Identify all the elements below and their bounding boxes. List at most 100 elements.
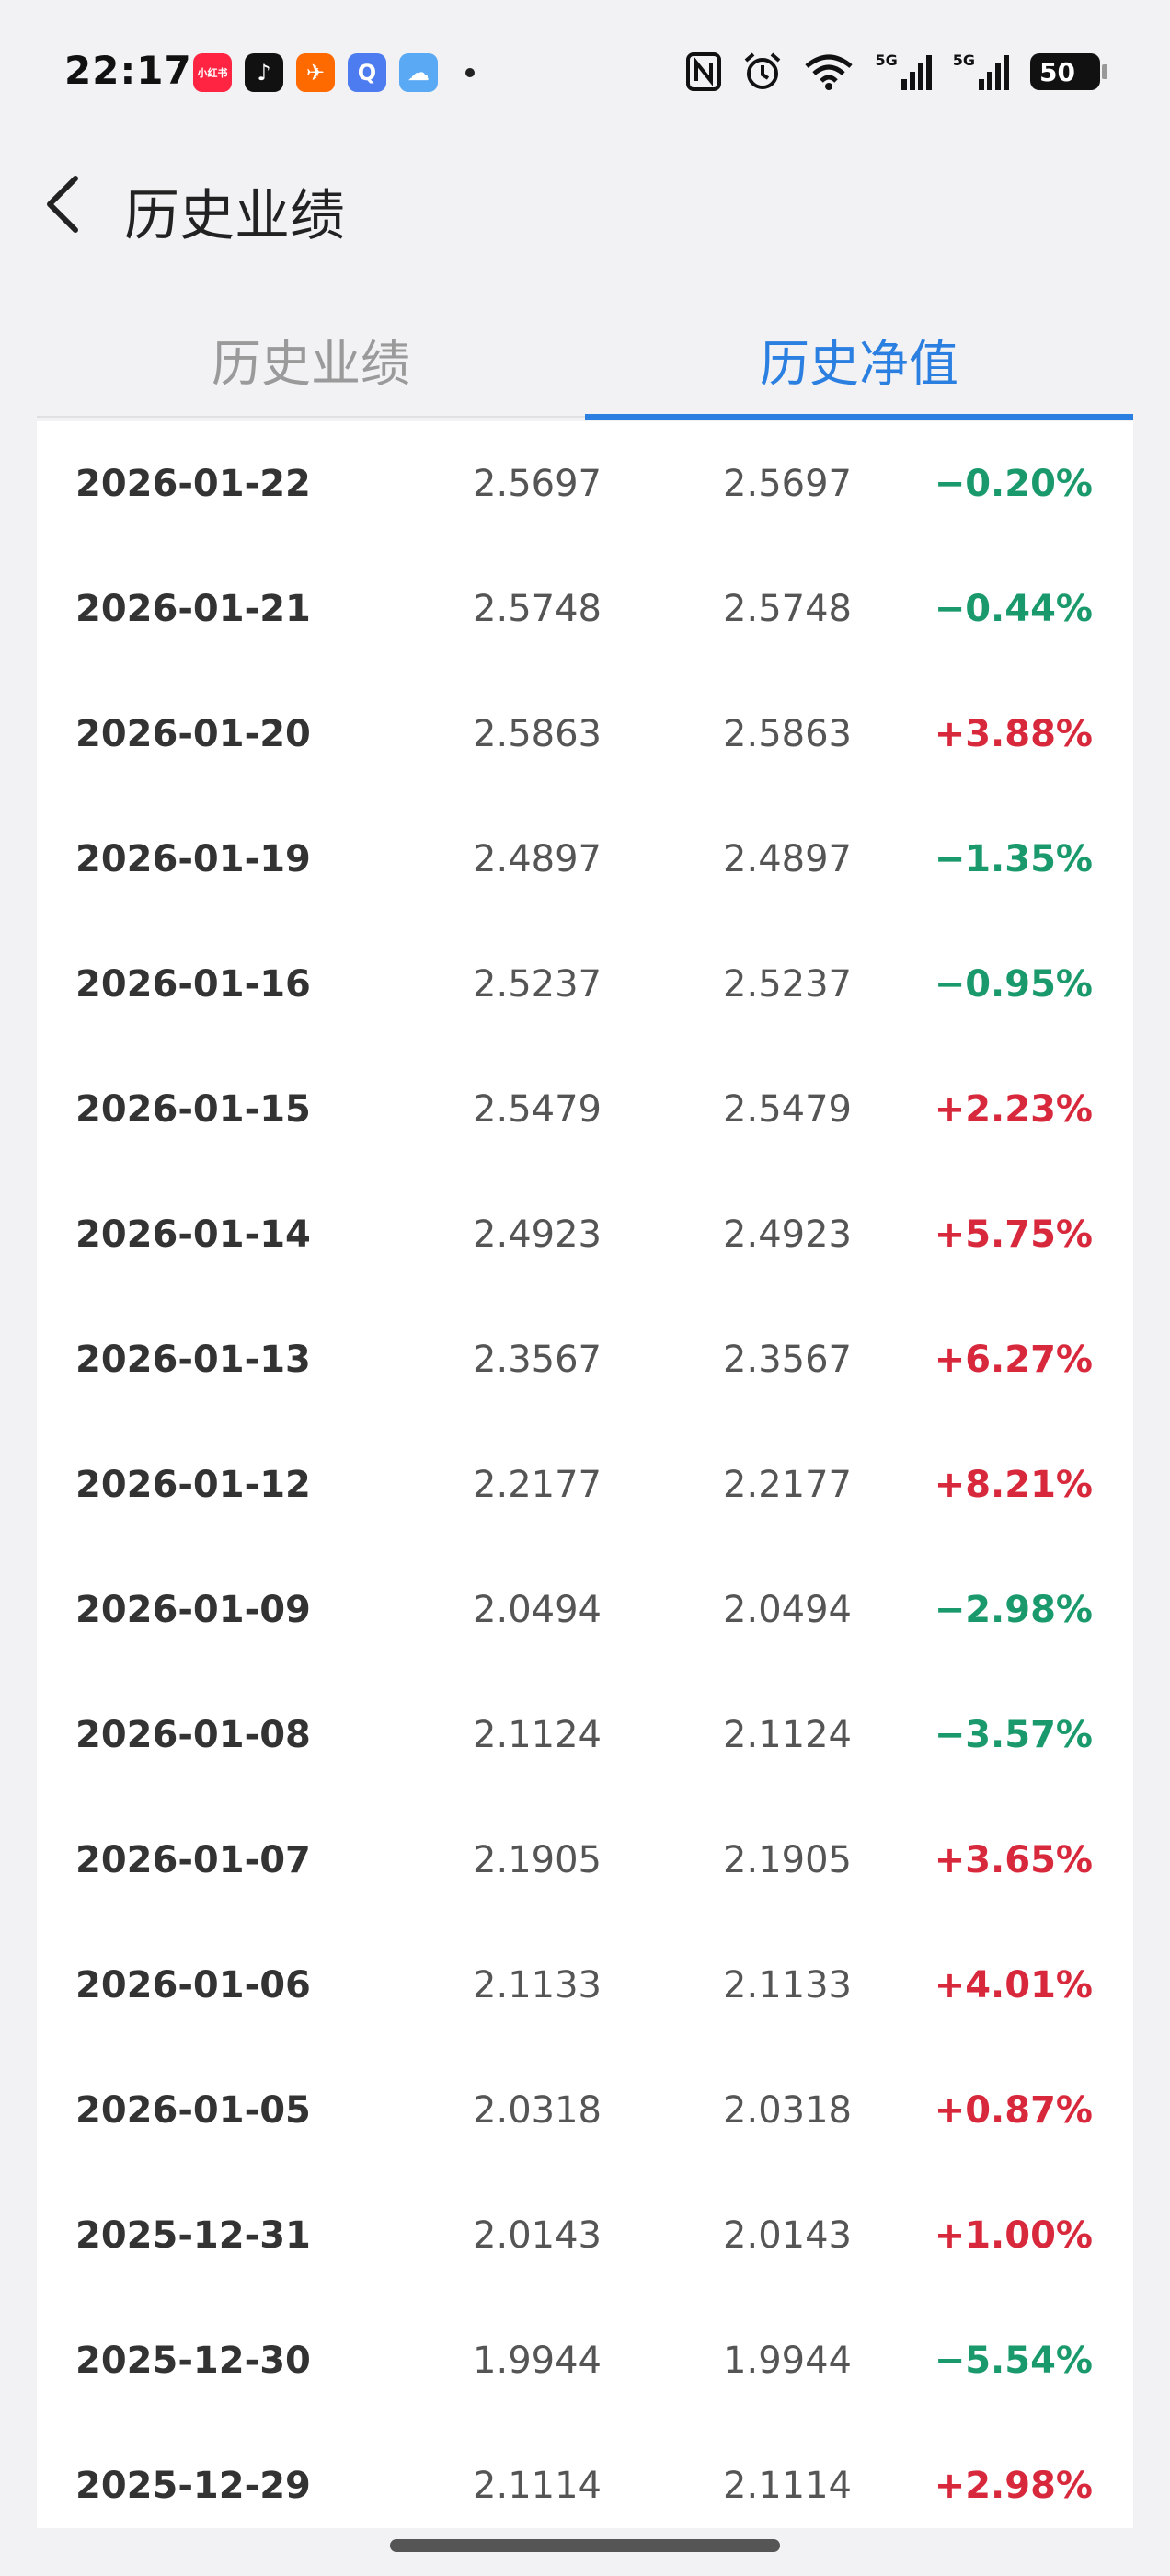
row-date: 2026-01-22: [75, 463, 311, 505]
signal-5g-icon-2: 5G: [953, 52, 1010, 92]
table-row[interactable]: 2026-01-05 2.0318 2.0318 +0.87%: [37, 2048, 1133, 2173]
row-daily-change: +6.27%: [934, 1339, 1093, 1381]
row-date: 2026-01-06: [75, 1964, 311, 2007]
row-daily-change: −3.57%: [934, 1714, 1093, 1756]
row-date: 2026-01-15: [75, 1088, 311, 1131]
row-accumulated-nav: 2.2177: [723, 1464, 852, 1506]
row-unit-nav: 1.9944: [473, 2340, 602, 2382]
row-accumulated-nav: 2.5748: [723, 588, 852, 630]
row-unit-nav: 2.2177: [473, 1464, 602, 1506]
nfc-icon: [685, 52, 722, 92]
table-row[interactable]: 2026-01-06 2.1133 2.1133 +4.01%: [37, 1923, 1133, 2048]
row-date: 2025-12-29: [75, 2465, 311, 2507]
row-unit-nav: 2.1133: [473, 1964, 602, 2007]
row-date: 2026-01-14: [75, 1213, 311, 1256]
status-time: 22:17: [64, 48, 192, 93]
row-date: 2026-01-05: [75, 2089, 311, 2132]
table-row[interactable]: 2026-01-22 2.5697 2.5697 −0.20%: [37, 421, 1133, 546]
row-unit-nav: 2.0143: [473, 2214, 602, 2257]
row-daily-change: −5.54%: [934, 2340, 1093, 2382]
row-accumulated-nav: 2.3567: [723, 1339, 852, 1381]
table-row[interactable]: 2026-01-14 2.4923 2.4923 +5.75%: [37, 1172, 1133, 1297]
signal-5g-icon-1: 5G: [875, 52, 932, 92]
row-accumulated-nav: 2.0143: [723, 2214, 852, 2257]
tab-history-performance[interactable]: 历史业绩: [212, 334, 410, 393]
row-daily-change: +4.01%: [934, 1964, 1093, 2007]
row-daily-change: −0.44%: [934, 588, 1093, 630]
row-unit-nav: 2.0494: [473, 1589, 602, 1631]
table-row[interactable]: 2026-01-12 2.2177 2.2177 +8.21%: [37, 1422, 1133, 1547]
status-bar: 22:17 小红书 ♪ ✈ Q ☁ 5G 5G 50: [0, 0, 1170, 156]
table-row[interactable]: 2026-01-08 2.1124 2.1124 −3.57%: [37, 1673, 1133, 1798]
table-row[interactable]: 2026-01-21 2.5748 2.5748 −0.44%: [37, 546, 1133, 672]
row-daily-change: +2.98%: [934, 2465, 1093, 2507]
nav-history-list[interactable]: 2026-01-22 2.5697 2.5697 −0.20% 2026-01-21 2.…: [37, 421, 1133, 2528]
battery-icon: 50: [1030, 53, 1107, 90]
row-date: 2026-01-12: [75, 1464, 311, 1506]
weather-icon: ☁: [399, 53, 438, 92]
table-row[interactable]: 2026-01-20 2.5863 2.5863 +3.88%: [37, 672, 1133, 797]
table-row[interactable]: 2026-01-19 2.4897 2.4897 −1.35%: [37, 797, 1133, 922]
table-row[interactable]: 2026-01-07 2.1905 2.1905 +3.65%: [37, 1798, 1133, 1923]
home-indicator[interactable]: [390, 2539, 780, 2552]
row-daily-change: +8.21%: [934, 1464, 1093, 1506]
row-date: 2026-01-20: [75, 713, 311, 755]
table-row[interactable]: 2026-01-16 2.5237 2.5237 −0.95%: [37, 922, 1133, 1047]
row-daily-change: −0.95%: [934, 963, 1093, 1006]
row-accumulated-nav: 2.5237: [723, 963, 852, 1006]
row-date: 2026-01-07: [75, 1839, 311, 1881]
row-accumulated-nav: 2.4897: [723, 838, 852, 880]
row-daily-change: +3.88%: [934, 713, 1093, 755]
row-date: 2026-01-16: [75, 963, 311, 1006]
row-unit-nav: 2.0318: [473, 2089, 602, 2132]
row-unit-nav: 2.5863: [473, 713, 602, 755]
row-unit-nav: 2.1124: [473, 1714, 602, 1756]
nav-header: 历史业绩: [0, 156, 1170, 258]
row-accumulated-nav: 1.9944: [723, 2340, 852, 2382]
row-unit-nav: 2.3567: [473, 1339, 602, 1381]
row-accumulated-nav: 2.4923: [723, 1213, 852, 1256]
row-date: 2025-12-30: [75, 2340, 311, 2382]
row-daily-change: +0.87%: [934, 2089, 1093, 2132]
feishu-icon: ✈: [296, 53, 335, 92]
row-date: 2026-01-21: [75, 588, 311, 630]
row-daily-change: +2.23%: [934, 1088, 1093, 1131]
row-unit-nav: 2.1905: [473, 1839, 602, 1881]
row-accumulated-nav: 2.5697: [723, 463, 852, 505]
xiaohongshu-icon: 小红书: [193, 53, 232, 92]
row-daily-change: +1.00%: [934, 2214, 1093, 2257]
row-unit-nav: 2.5748: [473, 588, 602, 630]
chevron-left-icon: [47, 176, 78, 233]
row-accumulated-nav: 2.0494: [723, 1589, 852, 1631]
tab-active-indicator: [585, 414, 1133, 420]
back-button[interactable]: [35, 167, 90, 241]
row-daily-change: +5.75%: [934, 1213, 1093, 1256]
system-status-icons: 5G 5G 50: [685, 52, 1107, 92]
notification-app-icons: 小红书 ♪ ✈ Q ☁: [193, 53, 475, 92]
row-accumulated-nav: 2.0318: [723, 2089, 852, 2132]
more-notifications-dot: [465, 68, 475, 77]
table-row[interactable]: 2025-12-30 1.9944 1.9944 −5.54%: [37, 2298, 1133, 2423]
row-unit-nav: 2.4923: [473, 1213, 602, 1256]
row-daily-change: +3.65%: [934, 1839, 1093, 1881]
row-date: 2025-12-31: [75, 2214, 311, 2257]
row-unit-nav: 2.5479: [473, 1088, 602, 1131]
row-daily-change: −2.98%: [934, 1589, 1093, 1631]
table-row[interactable]: 2026-01-15 2.5479 2.5479 +2.23%: [37, 1047, 1133, 1172]
tab-history-nav[interactable]: 历史净值: [760, 334, 958, 393]
table-row[interactable]: 2025-12-31 2.0143 2.0143 +1.00%: [37, 2173, 1133, 2298]
row-unit-nav: 2.5237: [473, 963, 602, 1006]
tab-bar: 历史业绩 历史净值: [37, 304, 1133, 421]
row-accumulated-nav: 2.1133: [723, 1964, 852, 2007]
table-row[interactable]: 2026-01-13 2.3567 2.3567 +6.27%: [37, 1297, 1133, 1422]
row-accumulated-nav: 2.1124: [723, 1714, 852, 1756]
row-unit-nav: 2.4897: [473, 838, 602, 880]
row-unit-nav: 2.1114: [473, 2465, 602, 2507]
table-row[interactable]: 2025-12-29 2.1114 2.1114 +2.98%: [37, 2423, 1133, 2528]
row-unit-nav: 2.5697: [473, 463, 602, 505]
table-row[interactable]: 2026-01-09 2.0494 2.0494 −2.98%: [37, 1547, 1133, 1673]
page-title: 历史业绩: [124, 184, 345, 248]
row-accumulated-nav: 2.5479: [723, 1088, 852, 1131]
row-daily-change: −0.20%: [934, 463, 1093, 505]
row-date: 2026-01-13: [75, 1339, 311, 1381]
